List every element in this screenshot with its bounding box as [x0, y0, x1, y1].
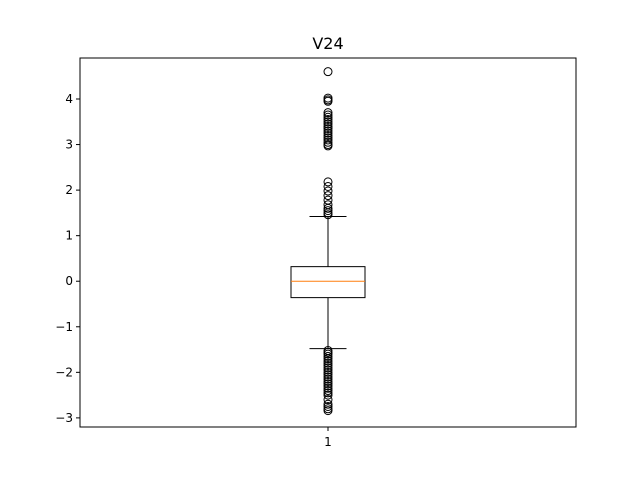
outlier-point — [323, 135, 333, 145]
outlier-point — [323, 390, 333, 400]
outlier-point — [323, 383, 333, 393]
outlier-point — [323, 141, 333, 151]
outlier-point — [323, 191, 333, 201]
iqr-box — [290, 266, 366, 299]
outlier-point — [323, 206, 333, 216]
outlier-point — [323, 119, 333, 129]
outlier-point — [323, 399, 333, 409]
outlier-point — [323, 108, 333, 118]
outlier-point — [323, 406, 333, 416]
outlier-point — [323, 351, 333, 361]
outlier-point — [323, 386, 333, 396]
chart-title: V24 — [312, 34, 343, 53]
outlier-point — [323, 402, 333, 411]
outlier-point — [323, 349, 333, 359]
y-tick-label: 4 — [65, 92, 73, 106]
outlier-point — [323, 128, 333, 138]
y-tick-label: 2 — [65, 183, 73, 197]
outlier-point — [323, 137, 333, 147]
outlier-point — [323, 361, 333, 370]
outlier-point — [323, 388, 333, 398]
outlier-point — [323, 110, 333, 120]
outlier-point — [323, 117, 333, 127]
outlier-point — [323, 126, 333, 136]
outlier-point — [323, 186, 333, 196]
outlier-point — [323, 177, 333, 187]
outlier-point — [323, 372, 333, 382]
x-tick-label: 1 — [324, 435, 332, 449]
outlier-point — [323, 370, 333, 380]
y-tick-label: 3 — [65, 138, 73, 152]
outlier-point — [323, 121, 333, 131]
outlier-point — [323, 363, 333, 373]
outlier-point — [323, 365, 333, 375]
outlier-point — [323, 96, 333, 106]
outlier-point — [323, 379, 333, 389]
outlier-point — [323, 381, 333, 391]
outlier-point — [323, 356, 333, 366]
y-tick-label: 0 — [65, 274, 73, 288]
outlier-point — [323, 130, 333, 140]
outlier-point — [323, 124, 333, 134]
outlier-point — [323, 210, 333, 220]
y-tick-label: −1 — [55, 320, 73, 334]
y-tick-label: 1 — [65, 229, 73, 243]
outlier-point — [323, 374, 333, 384]
outlier-point — [323, 358, 333, 368]
outlier-point — [323, 367, 333, 377]
outlier-point — [323, 115, 333, 124]
outlier-point — [323, 181, 333, 191]
outlier-point — [323, 395, 333, 405]
outlier-point — [323, 376, 333, 386]
outlier-point — [323, 112, 333, 122]
axes-frame — [79, 57, 577, 428]
outlier-point — [323, 67, 333, 77]
y-tick-label: −2 — [55, 365, 73, 379]
outlier-point — [323, 203, 333, 213]
plot-area: −3 −2 −1 0 1 2 3 4 1 — [55, 67, 366, 449]
y-tick-label: −3 — [55, 411, 73, 425]
outlier-point — [323, 354, 333, 364]
